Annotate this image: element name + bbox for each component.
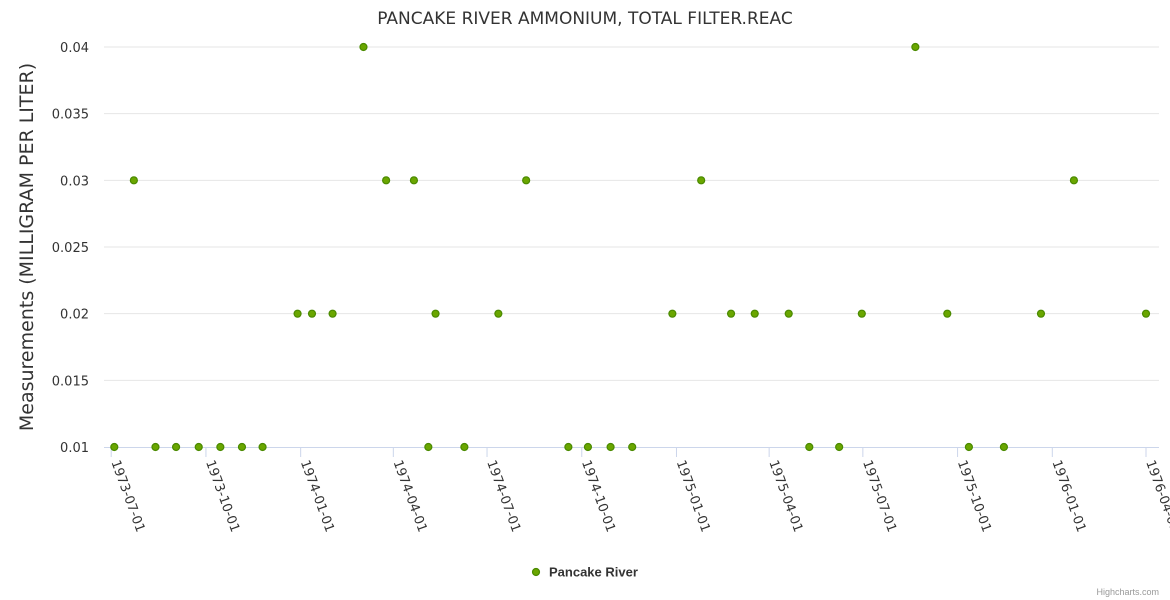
data-point[interactable] (750, 309, 759, 318)
data-point[interactable] (522, 176, 531, 185)
y-tick-label: 0.01 (60, 441, 89, 456)
data-point[interactable] (668, 309, 677, 318)
data-point[interactable] (999, 442, 1009, 452)
x-tick-label: 1974-07-01 (483, 458, 523, 534)
data-point[interactable] (409, 176, 419, 185)
x-tick-label: 1973-07-01 (107, 458, 147, 534)
data-point[interactable] (194, 442, 203, 452)
data-point[interactable] (805, 442, 814, 452)
x-tick-labels: 1973-07-01 1973-10-01 1974-01-01 1974-04-01… (107, 458, 1170, 534)
data-point[interactable] (382, 176, 391, 185)
y-tick-label: 0.03 (60, 174, 89, 189)
data-point[interactable] (293, 309, 302, 318)
x-tick-label: 1975-04-01 (765, 458, 805, 534)
data-point[interactable] (431, 309, 440, 318)
data-point[interactable] (784, 309, 793, 318)
y-axis-label: Measurements (MILLIGRAM PER LITER) (16, 63, 38, 431)
data-point[interactable] (151, 442, 160, 452)
data-point[interactable] (424, 442, 433, 452)
x-tick-label: 1975-10-01 (954, 458, 994, 534)
data-point[interactable] (237, 442, 247, 452)
data-point[interactable] (110, 442, 119, 452)
data-point[interactable] (726, 309, 736, 318)
data-point[interactable] (697, 176, 706, 185)
data-point[interactable] (964, 442, 974, 452)
x-tick-label: 1976-01-01 (1049, 458, 1089, 534)
y-tick-label: 0.04 (60, 41, 89, 56)
x-tick-label: 1974-04-01 (390, 458, 430, 534)
data-point[interactable] (583, 442, 593, 452)
data-point[interactable] (857, 309, 866, 318)
data-point[interactable] (911, 42, 920, 52)
y-tick-label: 0.025 (52, 241, 89, 256)
chart-title: PANCAKE RIVER AMMONIUM, TOTAL FILTER.REA… (377, 9, 792, 29)
data-point[interactable] (494, 309, 503, 318)
legend-marker-icon[interactable] (531, 567, 541, 577)
data-point[interactable] (216, 442, 225, 452)
series-pancake-river[interactable] (110, 42, 1151, 452)
grid-lines (104, 46, 1159, 381)
legend-item-pancake-river[interactable]: Pancake River (549, 565, 638, 580)
x-tick-label: 1975-07-01 (859, 458, 899, 534)
data-point[interactable] (1141, 309, 1151, 318)
data-point[interactable] (835, 442, 844, 452)
data-point[interactable] (564, 442, 573, 452)
x-tick-label: 1974-10-01 (578, 458, 618, 534)
legend[interactable]: Pancake River (531, 565, 638, 580)
x-tick-label: 1976-04-01 (1142, 458, 1170, 534)
x-tick-label: 1974-01-01 (297, 458, 337, 534)
y-tick-label: 0.02 (60, 308, 89, 323)
credits-link[interactable]: Highcharts.com (1096, 587, 1159, 597)
data-point[interactable] (129, 176, 138, 185)
data-point[interactable] (628, 442, 637, 452)
data-point[interactable] (171, 442, 181, 452)
data-point[interactable] (359, 42, 368, 52)
x-tick-label: 1975-01-01 (673, 458, 713, 534)
x-tick-label: 1973-10-01 (202, 458, 242, 534)
data-point[interactable] (460, 442, 469, 452)
y-tick-label: 0.015 (52, 374, 89, 389)
data-point[interactable] (328, 309, 337, 318)
data-point[interactable] (606, 442, 615, 452)
data-point[interactable] (258, 442, 267, 452)
data-point[interactable] (1036, 309, 1046, 318)
data-point[interactable] (1069, 176, 1079, 185)
y-tick-labels: 0.01 0.015 0.02 0.025 0.03 0.035 0.04 (52, 41, 89, 456)
data-point[interactable] (307, 309, 317, 318)
y-tick-label: 0.035 (52, 108, 89, 123)
data-point[interactable] (943, 309, 952, 318)
